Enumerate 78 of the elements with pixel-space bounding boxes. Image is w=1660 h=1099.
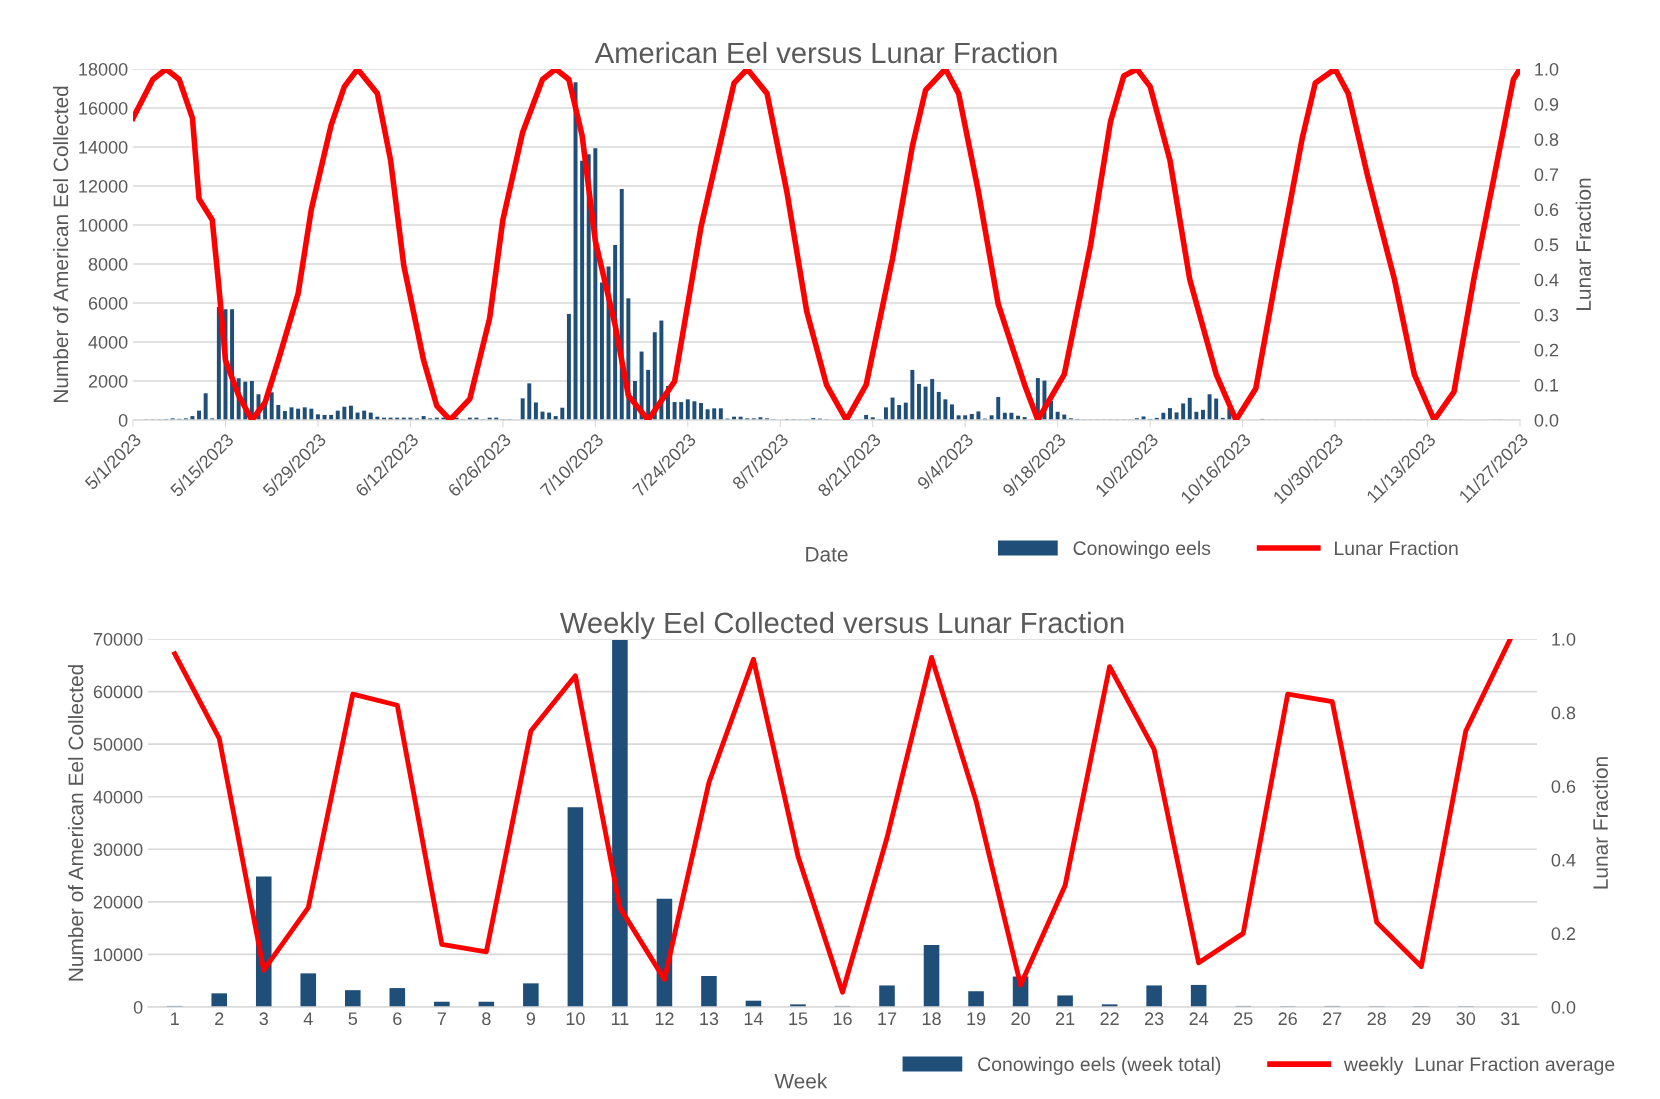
x-tick-label: 3 <box>259 1012 268 1026</box>
y2-tick-label: 0.0 <box>1551 1000 1576 1014</box>
x-tick-label: 15 <box>789 1012 808 1026</box>
y2-tick-label: 0.6 <box>1534 203 1559 217</box>
y-tick-label: 12000 <box>79 179 128 193</box>
x-tick-label: 4 <box>303 1012 313 1025</box>
x-axis-title: Date <box>806 547 848 562</box>
x-tick-label: 30 <box>1456 1012 1476 1026</box>
y-tick-label: 10000 <box>79 218 128 232</box>
x-tick-label: 28 <box>1367 1012 1386 1026</box>
chart-title: American Eel versus Lunar Fraction <box>594 41 1057 64</box>
x-tick-label: 11 <box>611 1012 629 1025</box>
x-tick-label: 2 <box>215 1012 224 1025</box>
x-tick-label: 7 <box>437 1012 446 1025</box>
x-tick-label: 23 <box>1145 1012 1164 1026</box>
x-tick-label: 26 <box>1278 1012 1297 1026</box>
x-tick-label: 16 <box>833 1012 852 1026</box>
y-tick-label: 4000 <box>88 335 128 349</box>
legend-label: Lunar Fraction <box>1335 540 1458 556</box>
y-tick-label: 30000 <box>93 843 143 857</box>
x-tick-label: 31 <box>1500 1012 1520 1026</box>
x-tick-label: 1 <box>171 1012 179 1025</box>
y2-axis-title: Lunar Fraction <box>1592 757 1608 889</box>
x-axis-title: Week <box>774 1073 828 1089</box>
x-tick-label: 12 <box>655 1012 674 1025</box>
y-tick-label: 18000 <box>79 62 128 76</box>
chart-title: Weekly Eel Collected versus Lunar Fraction <box>560 611 1124 639</box>
y2-tick-label: 0.9 <box>1534 98 1559 111</box>
x-tick-label: 18 <box>922 1012 941 1026</box>
y2-tick-label: 0.6 <box>1551 780 1576 793</box>
x-tick-label: 6 <box>393 1012 402 1026</box>
y2-tick-label: 1.0 <box>1535 62 1559 76</box>
y-tick-label: 16000 <box>79 101 128 115</box>
x-tick-label: 9 <box>526 1012 536 1026</box>
x-tick-label: 22 <box>1100 1012 1119 1025</box>
y-tick-label: 10000 <box>94 948 143 962</box>
legend-label: Conowingo eels <box>1073 540 1211 559</box>
y2-tick-label: 1.0 <box>1552 632 1576 646</box>
x-tick-label: 25 <box>1234 1012 1253 1026</box>
y2-tick-label: 0.8 <box>1534 133 1559 146</box>
x-tick-label: 10 <box>566 1012 585 1026</box>
y-tick-label: 40000 <box>93 790 143 804</box>
y2-tick-label: 0.1 <box>1534 378 1559 392</box>
y-tick-label: 50000 <box>93 738 143 751</box>
y-tick-label: 70000 <box>93 632 143 646</box>
legend-label: weekly Lunar Fraction average <box>1343 1056 1615 1075</box>
y-tick-label: 14000 <box>79 140 128 154</box>
x-tick-label: 19 <box>967 1012 986 1026</box>
x-tick-label: 21 <box>1055 1012 1075 1025</box>
y-tick-label: 20000 <box>93 895 143 909</box>
x-tick-label: 17 <box>878 1012 897 1025</box>
y-tick-label: 8000 <box>88 257 128 271</box>
y2-tick-label: 0.4 <box>1551 853 1576 867</box>
y2-tick-label: 0.3 <box>1534 308 1559 322</box>
x-tick-label: 27 <box>1323 1012 1342 1025</box>
x-tick-label: 5 <box>348 1012 358 1026</box>
y2-tick-label: 0.2 <box>1534 343 1559 357</box>
x-tick-label: 20 <box>1011 1012 1030 1026</box>
y-tick-label: 60000 <box>93 685 143 699</box>
y2-tick-label: 0.8 <box>1551 706 1576 720</box>
y2-tick-label: 0.5 <box>1534 238 1559 252</box>
x-tick-label: 13 <box>700 1012 719 1026</box>
x-tick-label: 29 <box>1412 1012 1431 1026</box>
y-tick-label: 2000 <box>88 374 128 388</box>
x-tick-label: 14 <box>744 1012 763 1025</box>
x-tick-label: 8 <box>482 1012 491 1026</box>
y-axis-title: Number of American Eel Collected <box>52 86 69 402</box>
y2-tick-label: 0.2 <box>1551 927 1576 941</box>
y2-tick-label: 0.4 <box>1534 273 1559 287</box>
legend-label: Conowingo eels (week total) <box>978 1056 1221 1075</box>
y-tick-label: 0 <box>133 1000 143 1014</box>
y2-axis-title: Lunar Fraction <box>1575 178 1591 310</box>
y2-tick-label: 0.0 <box>1534 413 1559 427</box>
y-axis-title: Number of American Eel Collected <box>67 665 84 981</box>
x-tick-label: 24 <box>1189 1012 1209 1025</box>
y-tick-label: 0 <box>118 413 128 427</box>
y2-tick-label: 0.7 <box>1534 168 1559 182</box>
y-tick-label: 6000 <box>88 296 128 310</box>
